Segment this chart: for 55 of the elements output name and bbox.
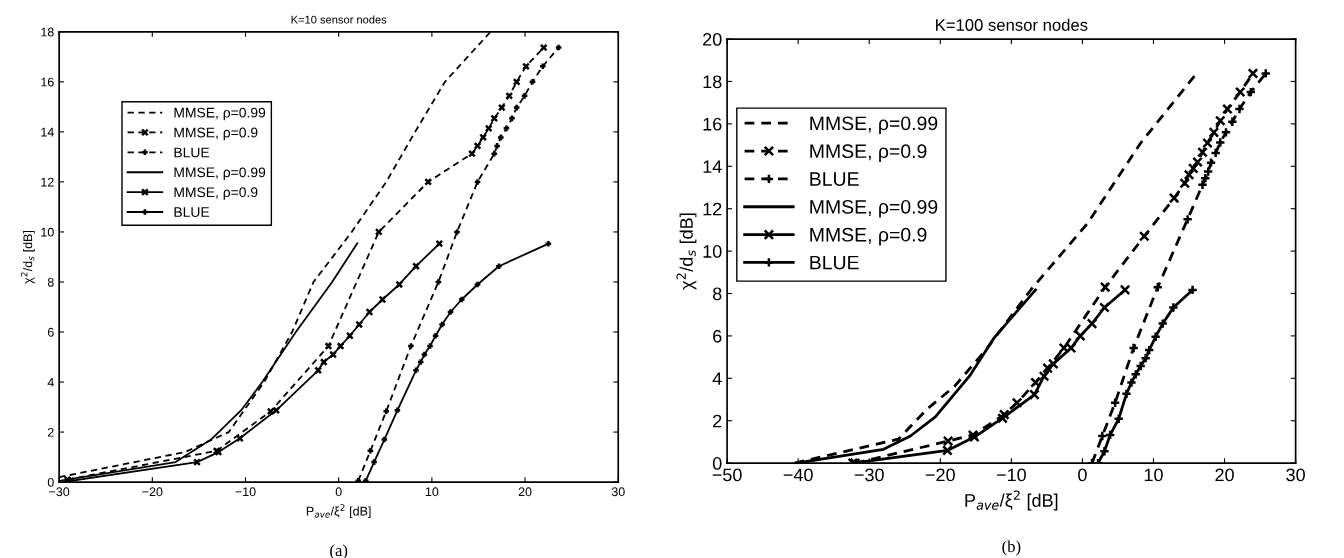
legend-label: BLUE [810,255,859,270]
legend-label: MMSE, ρ=0.9 [174,187,258,200]
y-tick-label: 4 [712,372,722,385]
legend-label: MMSE, ρ=0.9 [174,127,258,141]
y-tick-label: 12 [41,177,54,187]
legend-label: BLUE [174,147,210,158]
y-tick-label: 2 [47,427,54,437]
y-tick-label: 16 [41,77,54,87]
x-axis-title: P$_{ave}$/ξ$^{2}$ [dB] [306,504,371,519]
x-axis-title: P$_{ave}$/ξ$^{2}$ [dB] [965,490,1058,511]
y-tick-label: 2 [713,414,722,428]
y-tick-label: 10 [41,227,54,237]
x-tick-label: 10 [1144,468,1163,482]
y-axis-title: χ$^{2}$/d$_{s}$ [dB] [676,213,697,290]
y-tick-label: 0 [712,457,722,470]
x-tick-label: −10 [996,468,1026,482]
x-tick-label: −20 [925,468,955,482]
text: (b) [1002,540,1021,556]
y-tick-label: 4 [47,377,54,387]
x-tick-label: 30 [611,487,625,497]
chart-title: K=10 sensor nodes [291,15,387,24]
y-tick-label: 8 [47,277,54,287]
x-tick-label: −40 [783,468,813,482]
x-tick-label: −30 [49,487,70,497]
x-tick-label: 10 [425,487,439,497]
legend-label: MMSE, ρ=0.99 [810,116,938,135]
legend-label: BLUE [810,172,859,186]
y-tick-label: 14 [41,127,54,137]
legend-label: MMSE, ρ=0.9 [810,144,927,162]
x-tick-label: 20 [1215,468,1234,482]
x-tick-label: 0 [1078,468,1087,482]
y-tick-label: 10 [703,245,722,258]
legend-label: BLUE [174,207,210,218]
y-tick-label: 16 [703,117,722,131]
y-tick-label: 18 [41,27,54,37]
y-tick-label: 14 [703,160,722,173]
legend-label: MMSE, ρ=0.99 [174,107,266,121]
x-tick-label: −20 [142,487,163,497]
legend-label: MMSE, ρ=0.99 [810,199,938,218]
chart-title: K=100 sensor nodes [936,18,1088,31]
x-tick-label: −10 [235,487,256,497]
x-tick-label: −30 [854,468,884,482]
y-tick-label: 18 [703,75,722,89]
x-tick-label: 20 [518,487,532,497]
x-tick-label: 0 [335,487,342,497]
y-axis-title: χ$^{2}$/d$_{s}$ [dB] [20,230,35,284]
y-tick-label: 12 [703,202,722,216]
y-tick-label: 20 [703,32,722,46]
legend-label: MMSE, ρ=0.9 [810,227,927,246]
y-tick-label: 8 [712,287,722,301]
legend-label: MMSE, ρ=0.99 [174,167,266,180]
y-tick-label: 6 [713,329,722,343]
y-tick-label: 6 [47,327,54,337]
x-tick-label: 30 [1286,468,1305,482]
x-tick-label: −50 [712,468,742,482]
